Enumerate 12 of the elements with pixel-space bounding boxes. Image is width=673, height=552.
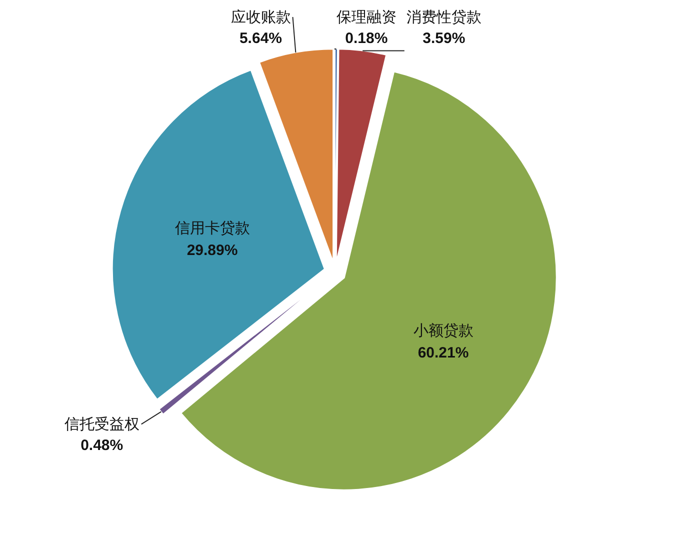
data-label: 60.21%	[418, 344, 469, 362]
slice-label: 保理融资	[336, 8, 396, 26]
slice-label: 小额贷款	[413, 322, 474, 340]
data-label: 29.89%	[186, 242, 238, 260]
slice-label: 信用卡贷款	[174, 219, 250, 238]
slice-label: 消费性贷款	[406, 8, 482, 26]
slice-label: 信托受益权	[64, 415, 140, 434]
slice-label: 应收账款	[230, 8, 291, 26]
data-label: 3.59%	[422, 30, 466, 47]
data-label: 0.48%	[80, 437, 124, 454]
data-label: 0.18%	[345, 30, 388, 47]
data-label: 5.64%	[239, 30, 282, 47]
